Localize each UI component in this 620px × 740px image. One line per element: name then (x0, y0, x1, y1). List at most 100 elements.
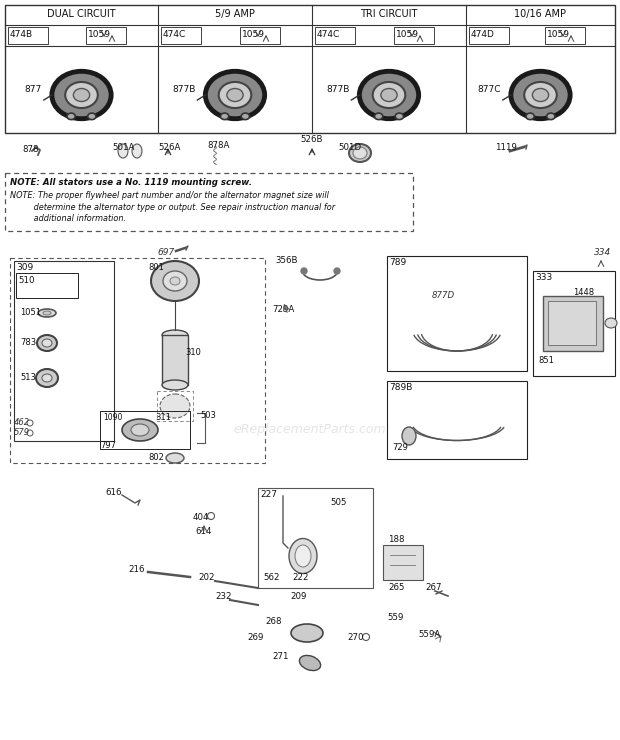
Bar (240, 27, 280, 44)
Bar (387, 381, 527, 459)
Ellipse shape (118, 144, 128, 158)
Ellipse shape (67, 113, 75, 120)
Text: 783: 783 (20, 338, 36, 347)
Text: 729A: 729A (272, 305, 294, 314)
Ellipse shape (547, 113, 555, 120)
Ellipse shape (73, 89, 90, 101)
Text: 462: 462 (14, 418, 30, 427)
Ellipse shape (42, 339, 52, 347)
Bar (258, 488, 373, 588)
Ellipse shape (42, 374, 52, 382)
Text: 697: 697 (157, 248, 174, 257)
Text: 311: 311 (155, 413, 171, 422)
Text: 877B: 877B (326, 86, 349, 95)
Text: eReplacementParts.com: eReplacementParts.com (234, 423, 386, 437)
Text: NOTE: All stators use a No. 1119 mounting screw.: NOTE: All stators use a No. 1119 mountin… (10, 178, 252, 187)
Text: 513: 513 (20, 373, 36, 382)
Text: 356B: 356B (275, 256, 298, 265)
Text: TRI CIRCUIT: TRI CIRCUIT (360, 9, 418, 19)
Ellipse shape (160, 394, 190, 418)
Text: 1059: 1059 (396, 30, 419, 39)
Ellipse shape (605, 318, 617, 328)
Bar (161, 27, 201, 44)
Text: 501A: 501A (112, 143, 135, 152)
Circle shape (301, 268, 307, 274)
Bar (533, 271, 615, 376)
Ellipse shape (52, 71, 111, 118)
Bar (100, 411, 190, 449)
Ellipse shape (241, 113, 249, 120)
Ellipse shape (295, 545, 311, 567)
Ellipse shape (36, 369, 58, 387)
Text: 559A: 559A (418, 630, 440, 639)
Ellipse shape (299, 656, 321, 670)
Ellipse shape (402, 427, 416, 445)
Ellipse shape (205, 71, 265, 118)
Text: 333: 333 (535, 273, 552, 282)
Bar (86, 27, 126, 44)
Text: 188: 188 (388, 535, 404, 544)
Bar (14, 261, 114, 441)
Text: 227: 227 (260, 490, 277, 499)
Ellipse shape (381, 89, 397, 101)
Text: 1090: 1090 (103, 413, 122, 422)
Text: determine the alternator type or output. See repair instruction manual for: determine the alternator type or output.… (10, 203, 335, 212)
Text: 510: 510 (18, 276, 35, 285)
Ellipse shape (219, 82, 251, 108)
Text: 579: 579 (14, 428, 30, 437)
Text: 5/9 AMP: 5/9 AMP (215, 9, 255, 19)
Ellipse shape (65, 82, 98, 108)
Text: 562: 562 (263, 573, 280, 582)
Ellipse shape (349, 144, 371, 162)
Bar (5, 173, 413, 231)
Ellipse shape (524, 82, 557, 108)
Bar (315, 27, 355, 44)
Text: 216: 216 (128, 565, 144, 574)
Text: 789B: 789B (389, 383, 412, 392)
Ellipse shape (163, 271, 187, 291)
Ellipse shape (353, 147, 367, 159)
Text: 202: 202 (198, 573, 215, 582)
Ellipse shape (38, 309, 56, 317)
Text: 1051: 1051 (20, 308, 41, 317)
Text: 209: 209 (290, 592, 306, 601)
Ellipse shape (511, 71, 570, 118)
Text: additional information.: additional information. (10, 214, 126, 223)
Text: 729: 729 (392, 443, 408, 452)
Text: 877D: 877D (432, 291, 455, 300)
Bar (387, 256, 527, 371)
Bar (5, 5, 615, 133)
Ellipse shape (162, 330, 188, 340)
Ellipse shape (221, 113, 229, 120)
Ellipse shape (289, 539, 317, 574)
Ellipse shape (166, 453, 184, 463)
Bar (157, 391, 193, 421)
Bar (162, 335, 188, 385)
Text: 802: 802 (148, 453, 164, 462)
Ellipse shape (374, 113, 383, 120)
Text: 878: 878 (22, 145, 38, 154)
Bar (16, 273, 78, 298)
Text: 269: 269 (247, 633, 264, 642)
Text: 474C: 474C (163, 30, 186, 39)
Text: 1448: 1448 (573, 288, 594, 297)
Text: 503: 503 (200, 411, 216, 420)
Ellipse shape (162, 380, 188, 390)
Ellipse shape (132, 144, 142, 158)
Text: 474B: 474B (10, 30, 33, 39)
Bar (8, 27, 48, 44)
Text: 797: 797 (100, 441, 116, 450)
Bar (469, 27, 509, 44)
Bar (394, 27, 434, 44)
Text: 526A: 526A (158, 143, 180, 152)
Text: 271: 271 (272, 652, 288, 661)
Text: 474D: 474D (471, 30, 495, 39)
Ellipse shape (373, 82, 405, 108)
Text: 877: 877 (25, 86, 42, 95)
Text: 10/16 AMP: 10/16 AMP (515, 9, 567, 19)
Text: NOTE: The proper flywheel part number and/or the alternator magnet size will: NOTE: The proper flywheel part number an… (10, 191, 329, 200)
Text: 474C: 474C (317, 30, 340, 39)
Ellipse shape (533, 89, 549, 101)
Bar (383, 545, 423, 580)
Bar (548, 301, 596, 345)
